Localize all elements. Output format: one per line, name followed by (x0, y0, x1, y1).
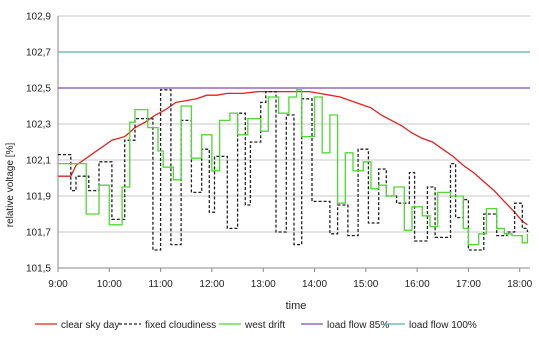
x-tick-label: 15:00 (353, 279, 378, 290)
y-tick-label: 101,5 (26, 264, 51, 275)
legend: clear sky day fixed cloudiness west drift l… (35, 320, 477, 331)
x-tick-label: 16:00 (405, 279, 430, 290)
series-lines (58, 51, 530, 251)
x-tick-label: 11:00 (148, 279, 173, 290)
legend-label: west drift (244, 320, 285, 331)
y-tick-label: 101,7 (26, 228, 51, 239)
y-tick-label: 102,9 (26, 12, 51, 23)
y-tick-label: 102,3 (26, 120, 51, 131)
x-tick-label: 13:00 (251, 279, 276, 290)
y-tick-label: 102,7 (26, 48, 51, 59)
series-line-fixed-cloudiness (58, 89, 529, 251)
axes (57, 16, 530, 272)
x-tick-label: 18:00 (507, 279, 532, 290)
legend-label: load flow 85% (327, 320, 389, 331)
x-tick-label: 14:00 (302, 279, 327, 290)
x-tick-label: 12:00 (199, 279, 224, 290)
series-line-clear-sky-day (58, 90, 528, 226)
y-tick-labels: 101,5 101,7 101,9 102,1 102,3 102,5 102,7 102,9 (26, 12, 51, 275)
x-tick-label: 9:00 (48, 279, 68, 290)
x-axis-label: time (286, 300, 307, 312)
y-tick-label: 102,1 (26, 156, 51, 167)
x-tick-label: 17:00 (456, 279, 481, 290)
x-tick-label: 10:00 (97, 279, 122, 290)
y-tick-label: 102,5 (26, 84, 51, 95)
legend-label: fixed cloudiness (145, 320, 216, 331)
legend-label: clear sky day (61, 320, 119, 331)
legend-label: load flow 100% (409, 320, 477, 331)
y-tick-label: 101,9 (26, 192, 51, 203)
series-line-west-drift (58, 89, 529, 246)
y-axis-label: relative voltage [%] (5, 143, 16, 228)
x-tick-labels: 9:00 10:00 11:00 12:00 13:00 14:00 15:00 16:00 1… (48, 279, 532, 290)
